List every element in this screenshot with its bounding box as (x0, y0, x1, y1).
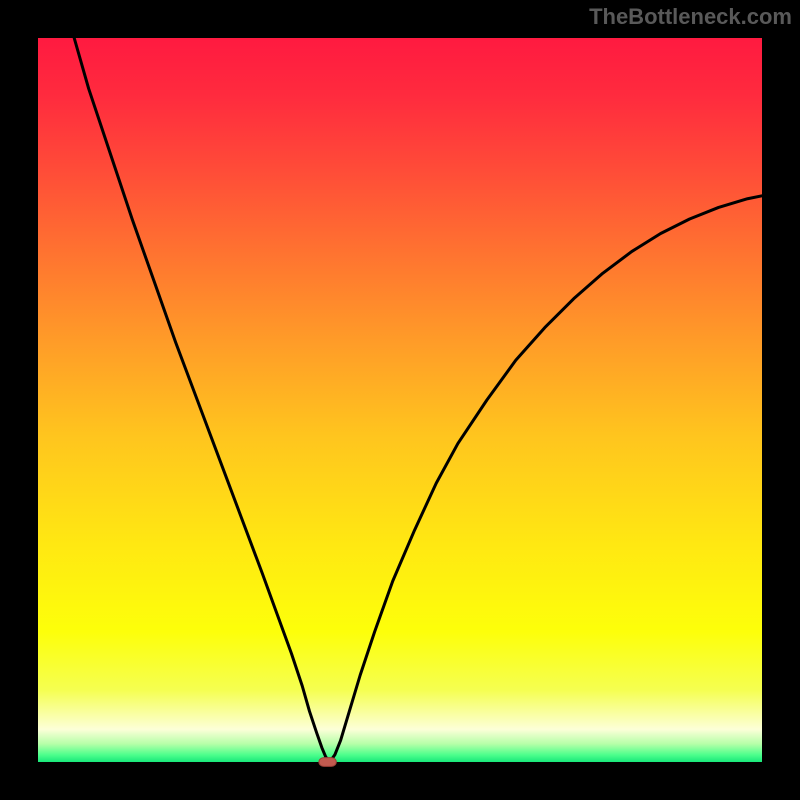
optimum-marker (319, 758, 336, 767)
bottleneck-chart: TheBottleneck.com (0, 0, 800, 800)
chart-gradient-background (38, 38, 762, 762)
chart-svg (0, 0, 800, 800)
